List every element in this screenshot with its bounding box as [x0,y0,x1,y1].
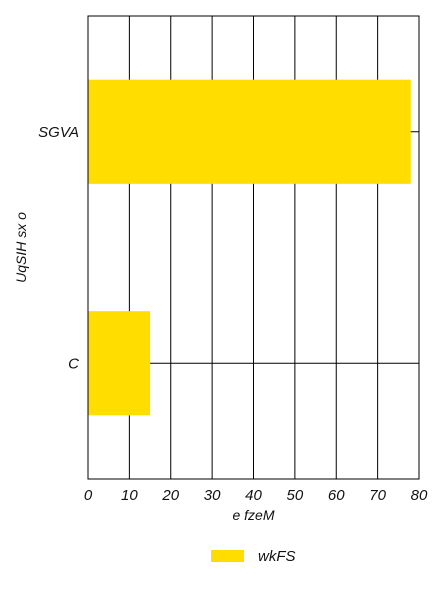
x-axis-title: e fzeM [232,507,274,523]
y-tick-labels: SGVA C [38,124,79,373]
x-tick-label-8: 80 [411,487,428,504]
x-tick-label-6: 60 [328,487,345,504]
plot-frame [87,15,420,480]
x-tick-label-7: 70 [369,487,386,504]
y-axis-title: UqSIH sx o [13,212,29,283]
legend-swatch [211,550,244,562]
x-tick-label-2: 20 [161,487,179,504]
y-tick-label-0: SGVA [38,124,79,141]
legend-label: wkFS [258,548,296,565]
x-tick-labels: 0 10 20 30 40 50 60 70 80 [84,487,428,504]
x-tick-label-3: 30 [204,487,221,504]
x-tick-label-1: 10 [121,487,138,504]
x-tick-label-5: 50 [287,487,304,504]
x-tick-label-0: 0 [84,487,93,504]
x-tick-label-4: 40 [245,487,262,504]
y-tick-label-1: C [68,355,79,372]
bar-sgva [88,79,411,184]
bar-c [88,311,151,416]
legend: wkFS [211,548,296,565]
bars [88,79,411,416]
